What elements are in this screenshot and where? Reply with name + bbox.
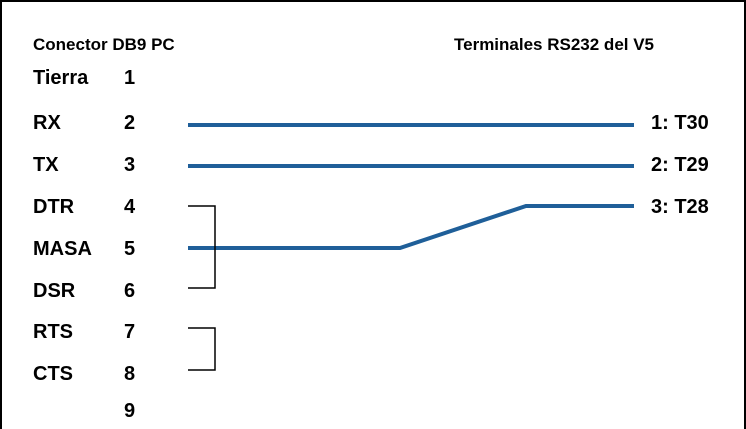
pin-number-4: 4 <box>124 196 136 218</box>
pin-number-2: 2 <box>124 112 136 134</box>
pin-number-6: 6 <box>124 280 136 302</box>
pin-number-8: 8 <box>124 363 136 385</box>
pin-name-1: Tierra <box>33 67 89 89</box>
pin-name-6: DSR <box>33 280 76 302</box>
pin-name-3: TX <box>33 154 59 176</box>
pin-number-3: 3 <box>124 154 136 176</box>
pin-name-4: DTR <box>33 196 75 218</box>
pin-number-5: 5 <box>124 238 136 260</box>
bracket-rts-cts-bridge <box>188 327 216 371</box>
terminal-label-t28: 3: T28 <box>651 196 709 218</box>
terminal-label-t30: 1: T30 <box>651 112 709 134</box>
pin-name-8: CTS <box>33 363 73 385</box>
pin-name-2: RX <box>33 112 61 134</box>
terminal-label-t29: 2: T29 <box>651 154 709 176</box>
pin-number-7: 7 <box>124 321 136 343</box>
connector-title: Conector DB9 PC <box>33 35 175 54</box>
terminals-title: Terminales RS232 del V5 <box>454 35 655 54</box>
pin-name-5: MASA <box>33 238 92 260</box>
pin-number-9: 9 <box>124 400 136 422</box>
pin-name-7: RTS <box>33 321 73 343</box>
pin-number-1: 1 <box>124 67 136 89</box>
bracket-dtr-dsr-bridge <box>188 205 216 289</box>
wire-masa-to-t28 <box>188 204 634 250</box>
